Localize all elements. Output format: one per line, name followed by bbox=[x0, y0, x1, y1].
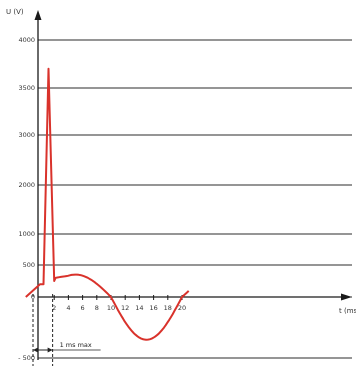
x-tick-label: 14 bbox=[135, 304, 143, 312]
x-tick-label: 10 bbox=[107, 304, 115, 312]
y-tick-label: 0 bbox=[31, 293, 35, 301]
grid bbox=[38, 39, 352, 359]
y-tick-label: 3500 bbox=[18, 84, 35, 92]
annotation-label: 1 ms max bbox=[60, 341, 92, 349]
annotation: 1 ms max bbox=[32, 294, 101, 366]
x-tick-label: 16 bbox=[149, 304, 157, 312]
y-tick-label: 500 bbox=[23, 261, 35, 269]
axes: - 500 0 500 1000 2000 3000 3500 4000 2 4 6 8 10 12 14 1… bbox=[18, 10, 352, 362]
x-tick-label: 2 bbox=[52, 304, 56, 312]
annotation-arrow-right bbox=[47, 347, 53, 353]
y-tick-label: 2000 bbox=[18, 181, 35, 189]
series-layer bbox=[25, 67, 190, 341]
x-tick-label: 6 bbox=[81, 304, 85, 312]
y-tick-label: 3000 bbox=[18, 131, 35, 139]
x-tick-label: 12 bbox=[121, 304, 129, 312]
y-tick-label: - 500 bbox=[18, 354, 35, 362]
y-tick-label: 1000 bbox=[18, 230, 35, 238]
x-tick-label: 4 bbox=[66, 304, 70, 312]
y-axis-label: U (V) bbox=[6, 8, 24, 16]
series-line bbox=[25, 67, 190, 341]
y-tick-label: 4000 bbox=[18, 36, 35, 44]
x-tick-label: 18 bbox=[164, 304, 172, 312]
annotation-arrow-left bbox=[33, 347, 38, 353]
x-axis-arrow bbox=[341, 293, 352, 301]
x-tick-label: 8 bbox=[95, 304, 99, 312]
x-tick-label: 20 bbox=[178, 304, 186, 312]
x-axis-label: t (ms) bbox=[339, 307, 356, 315]
y-axis-arrow bbox=[34, 10, 42, 20]
